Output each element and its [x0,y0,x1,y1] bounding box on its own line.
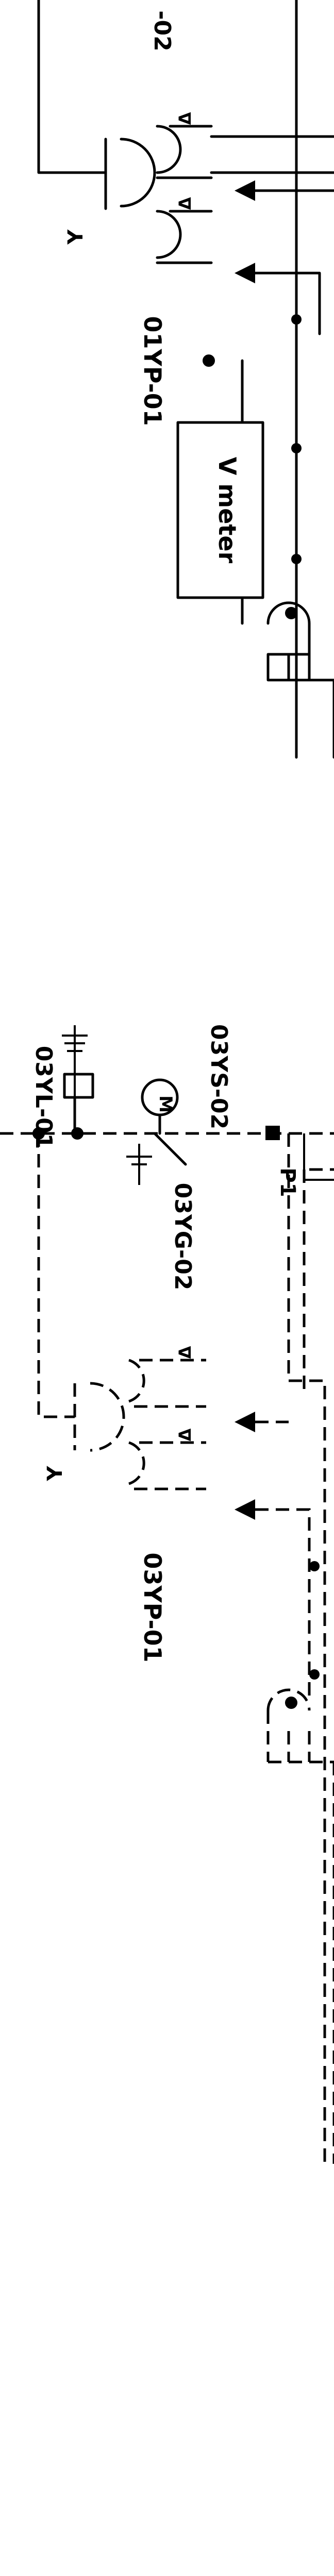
ys-label: 03YS-02 [206,1024,232,1129]
upper-junction-3 [291,554,302,564]
lower-delta-symbol-1: Δ [175,1346,195,1359]
motor-symbol-text: M [155,1095,176,1113]
upper-delta-winding-1: Δ [156,112,213,179]
vmeter-box: V meter [176,421,264,599]
lower-delta-winding-2: Δ [128,1428,206,1490]
p1-marker [265,1126,280,1140]
lower-dashed-frame [287,1133,334,2164]
yl-lamp-symbol [62,1025,94,1135]
lower-delta-winding-1: Δ [128,1346,206,1408]
upper-delta-symbol-1: Δ [175,112,195,125]
pt-01-label: 01YP-01 [139,316,166,426]
motor-symbol: M [141,1078,179,1135]
upper-tag-label: -02 [149,10,175,52]
vmeter-label: V meter [213,457,241,564]
upper-arrow-1 [235,180,255,201]
lower-y-symbol: Y [43,1465,67,1481]
lower-arrow-1 [235,1412,255,1432]
upper-dot-1 [203,354,215,367]
upper-junction-2 [291,443,302,453]
upper-delta-symbol-2: Δ [175,197,195,210]
lower-pt-label: 03YP-01 [139,1552,166,1662]
lower-switch [153,1132,187,1166]
upper-arrow-2 [235,263,255,283]
yg-label: 03YG-02 [170,1183,196,1291]
upper-connector [266,601,334,682]
upper-y-symbol: Y [64,229,88,245]
lower-y-winding-wire [37,1133,75,1418]
upper-y-winding: Y [64,138,156,245]
upper-dot-2 [285,607,297,619]
upper-output-wire [254,189,334,335]
lower-output-wire [255,1420,311,1700]
p1-box [303,1133,334,1181]
upper-bus-left-wire [37,0,79,174]
upper-delta-winding-2: Δ [156,197,213,264]
lower-junction-4 [309,1669,320,1680]
upper-section: Y Δ Δ -02 01YP-01 V meter [37,0,334,759]
lower-delta-symbol-2: Δ [175,1428,195,1441]
lower-arrow-2 [235,1499,255,1520]
lower-section: 03YL-01 03YS-02 M P1 03YG-02 [0,1024,334,2164]
upper-junction-1 [291,314,302,325]
lower-y-winding: Y [43,1382,125,1481]
lower-connector [266,1688,334,1764]
lower-junction-2 [71,1127,84,1140]
lower-dot-1 [285,1697,297,1709]
lower-junction-3 [309,1561,320,1571]
ground-symbol [126,1144,152,1185]
